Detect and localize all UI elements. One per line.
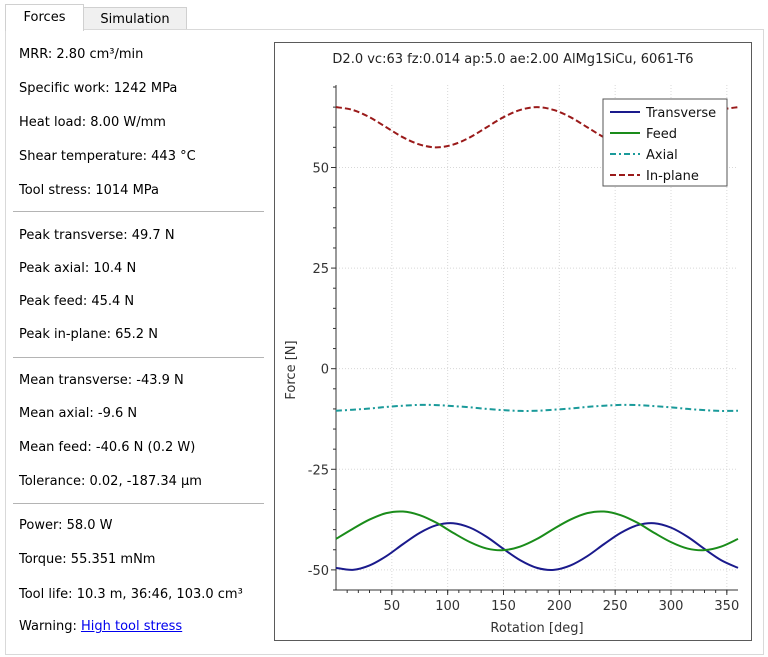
legend-label: Transverse: [645, 106, 716, 121]
stat-heat-load: Heat load: 8.00 W/mm: [19, 115, 166, 130]
y-axis-label: Force [N]: [284, 340, 299, 399]
chart-title: D2.0 vc:63 fz:0.014 ap:5.0 ae:2.00 AlMg1…: [332, 52, 693, 67]
y-tick-label: -25: [308, 463, 329, 478]
legend-label: In-plane: [646, 169, 699, 184]
forces-panel: [5, 29, 764, 655]
y-tick-label: 0: [321, 363, 329, 378]
x-tick-label: 200: [547, 599, 572, 614]
tab-forces[interactable]: Forces: [5, 4, 84, 31]
force-chart: D2.0 vc:63 fz:0.014 ap:5.0 ae:2.00 AlMg1…: [274, 42, 752, 641]
series-line-axial: [335, 403, 739, 412]
warning-label: Warning:: [19, 619, 81, 634]
stat-tolerance: Tolerance: 0.02, -187.34 µm: [19, 474, 202, 489]
stat-tool-stress: Tool stress: 1014 MPa: [19, 183, 160, 198]
tab-simulation[interactable]: Simulation: [83, 7, 187, 30]
stat-peak-axial: Peak axial: 10.4 N: [19, 261, 137, 276]
stat-peak-feed: Peak feed: 45.4 N: [19, 294, 135, 309]
stat-specific-work: Specific work: 1242 MPa: [19, 81, 178, 96]
stat-mean-transverse: Mean transverse: -43.9 N: [19, 373, 184, 388]
stat-mean-feed: Mean feed: -40.6 N (0.2 W): [19, 440, 196, 455]
stat-peak-in-plane: Peak in-plane: 65.2 N: [19, 327, 158, 342]
stat-power: Power: 58.0 W: [19, 518, 113, 533]
y-tick-label: -50: [308, 564, 329, 579]
x-tick-label: 250: [603, 599, 628, 614]
divider: [13, 503, 264, 504]
x-tick-label: 300: [659, 599, 684, 614]
stat-mrr: MRR: 2.80 cm³/min: [19, 47, 144, 62]
warning-row: Warning: High tool stress: [19, 619, 182, 634]
stat-peak-transverse: Peak transverse: 49.7 N: [19, 228, 175, 243]
stat-mean-axial: Mean axial: -9.6 N: [19, 406, 138, 421]
stat-tool-life: Tool life: 10.3 m, 36:46, 103.0 cm³: [19, 587, 243, 602]
series-line-transverse: [335, 522, 739, 571]
stat-shear-temperature: Shear temperature: 443 °C: [19, 149, 196, 164]
x-tick-label: 100: [435, 599, 460, 614]
divider: [13, 357, 264, 358]
legend-label: Feed: [646, 127, 677, 142]
x-axis-label: Rotation [deg]: [490, 621, 583, 636]
x-tick-label: 350: [714, 599, 739, 614]
y-tick-label: 50: [312, 161, 329, 176]
legend-label: Axial: [646, 148, 678, 163]
series-line-feed: [335, 510, 739, 552]
legend-box: [602, 98, 728, 187]
stat-torque: Torque: 55.351 mNm: [19, 552, 156, 567]
chart-svg: D2.0 vc:63 fz:0.014 ap:5.0 ae:2.00 AlMg1…: [284, 52, 739, 636]
x-tick-label: 150: [491, 599, 516, 614]
y-tick-label: 25: [312, 262, 329, 277]
warning-link[interactable]: High tool stress: [80, 619, 183, 634]
divider: [13, 211, 264, 212]
x-tick-label: 50: [384, 599, 401, 614]
